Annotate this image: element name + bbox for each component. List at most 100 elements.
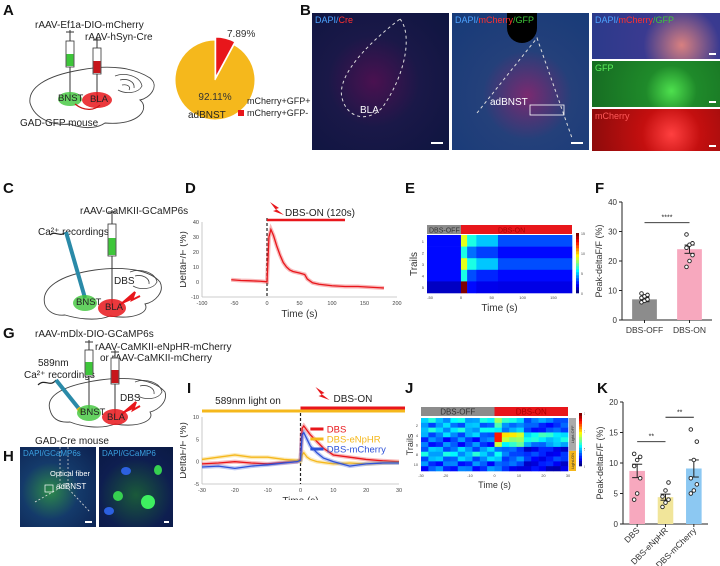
heatmap-cell <box>523 456 532 462</box>
heatmap-cell <box>509 442 517 448</box>
colorbar-segment <box>579 460 582 464</box>
heatmap-cell <box>497 246 573 259</box>
data-point <box>660 494 665 499</box>
heatmap-cell <box>472 418 481 424</box>
heatmap-cell <box>538 446 547 453</box>
y-axis-label: DeltaF/F (%) <box>180 231 189 288</box>
panel-label-g: G <box>3 325 15 342</box>
heatmap-cell <box>494 456 503 462</box>
x-tick-label: 50 <box>296 301 302 307</box>
annotation-light: 589nm light on <box>215 396 281 407</box>
stain-label-mcherry: mCherry <box>595 111 630 121</box>
heatmap-cell <box>435 451 444 457</box>
data-point <box>684 245 689 250</box>
colorbar-tick: 15 <box>584 412 585 416</box>
heatmap-cell <box>545 437 554 443</box>
panel-label-j: J <box>405 380 414 397</box>
heatmap-cell <box>516 451 525 457</box>
heatmap-cell <box>467 281 477 294</box>
heatmap-cell <box>523 466 532 472</box>
x-axis-label: Time (s) <box>478 480 511 490</box>
colorbar-segment <box>579 428 582 432</box>
x-tick-label: 150 <box>550 295 557 300</box>
heatmap-cell <box>450 432 459 438</box>
series-line-dbs-mcherry <box>201 431 399 470</box>
bnst-region <box>73 295 97 311</box>
colorbar-segment <box>576 239 579 243</box>
heatmap-cell <box>443 466 451 472</box>
micrograph-gcamp: DAPI/GCaMP6 <box>99 447 173 527</box>
heatmap-cell <box>428 432 436 438</box>
colorbar-segment <box>579 444 582 448</box>
x-tick-label: -10 <box>264 488 272 494</box>
heatmap-cell <box>523 418 532 424</box>
heatmap-cell <box>516 466 525 472</box>
y-axis-label: Peak-deltaF/F (%) <box>594 224 604 297</box>
heatmap-cell <box>545 466 554 472</box>
panel-label-b: B <box>300 2 311 19</box>
light-off-bar <box>569 418 576 451</box>
heatmap-cell <box>494 427 503 433</box>
heatmap-cell <box>516 437 525 443</box>
heatmap-cell <box>523 442 532 448</box>
data-point <box>684 264 689 270</box>
bla-region <box>82 92 112 108</box>
schematic-c <box>43 210 162 320</box>
heatmap-cell <box>465 418 473 424</box>
y-tick-label: 0 <box>196 280 199 286</box>
heatmap-cell <box>545 456 554 462</box>
y-axis-label: Trails <box>409 252 420 276</box>
colorbar-segment <box>579 431 582 435</box>
x-tick-label: 100 <box>327 301 336 307</box>
heatmap-cell <box>523 437 532 443</box>
significance-label: **** <box>662 215 673 222</box>
stim-label: DBS <box>114 276 135 287</box>
brain-outline <box>43 268 162 320</box>
heatmap-cell <box>427 246 462 259</box>
data-point <box>663 488 668 493</box>
heatmap-cell <box>465 446 473 453</box>
heatmap-cell <box>457 437 466 443</box>
annotation-dbs: DBS-ON <box>334 394 373 405</box>
heatmap-cell <box>450 427 459 433</box>
data-point <box>688 427 694 432</box>
heatmap-cell <box>428 446 436 453</box>
region-label-bnst: BNST <box>76 297 102 308</box>
heatmap-cell <box>531 418 539 424</box>
heatmap-cell <box>501 418 510 424</box>
data-point <box>637 454 643 460</box>
data-point <box>631 497 637 502</box>
heatmap-cell <box>472 466 481 472</box>
significance-label: ** <box>649 434 655 441</box>
heatmap-cell <box>479 466 488 472</box>
heatmap-cell <box>494 461 503 467</box>
colorbar-segment <box>576 281 579 285</box>
y-axis-label: Trails <box>405 433 415 455</box>
heatmap-cell <box>450 451 459 457</box>
heatmap-cell <box>465 427 473 433</box>
x-tick-label: 10 <box>517 474 521 478</box>
colorbar-segment <box>576 278 579 282</box>
heatmap-cell <box>487 461 495 467</box>
heatmap-cell <box>450 418 459 424</box>
heatmap-cell <box>494 446 503 453</box>
x-tick-label: DBS <box>622 525 642 545</box>
heatmap-cell <box>538 466 547 472</box>
heatmap-cell <box>457 446 466 453</box>
data-point <box>690 252 695 258</box>
heatmap-cell <box>476 246 499 259</box>
heatmap-cell <box>427 281 462 294</box>
heatmap-cell <box>553 432 561 438</box>
heatmap-cell <box>538 432 547 438</box>
y-tick-label: 0 <box>613 316 618 325</box>
y-tick-label: 6 <box>416 444 418 448</box>
optical-fiber-icon <box>54 378 82 412</box>
heatmap-cell <box>560 442 569 448</box>
heatmap-cell <box>472 451 481 457</box>
colorbar-tick: 10 <box>581 252 585 256</box>
panel-label-k: K <box>597 380 608 397</box>
panel-label-f: F <box>595 180 605 197</box>
heatmap-cell <box>457 461 466 467</box>
